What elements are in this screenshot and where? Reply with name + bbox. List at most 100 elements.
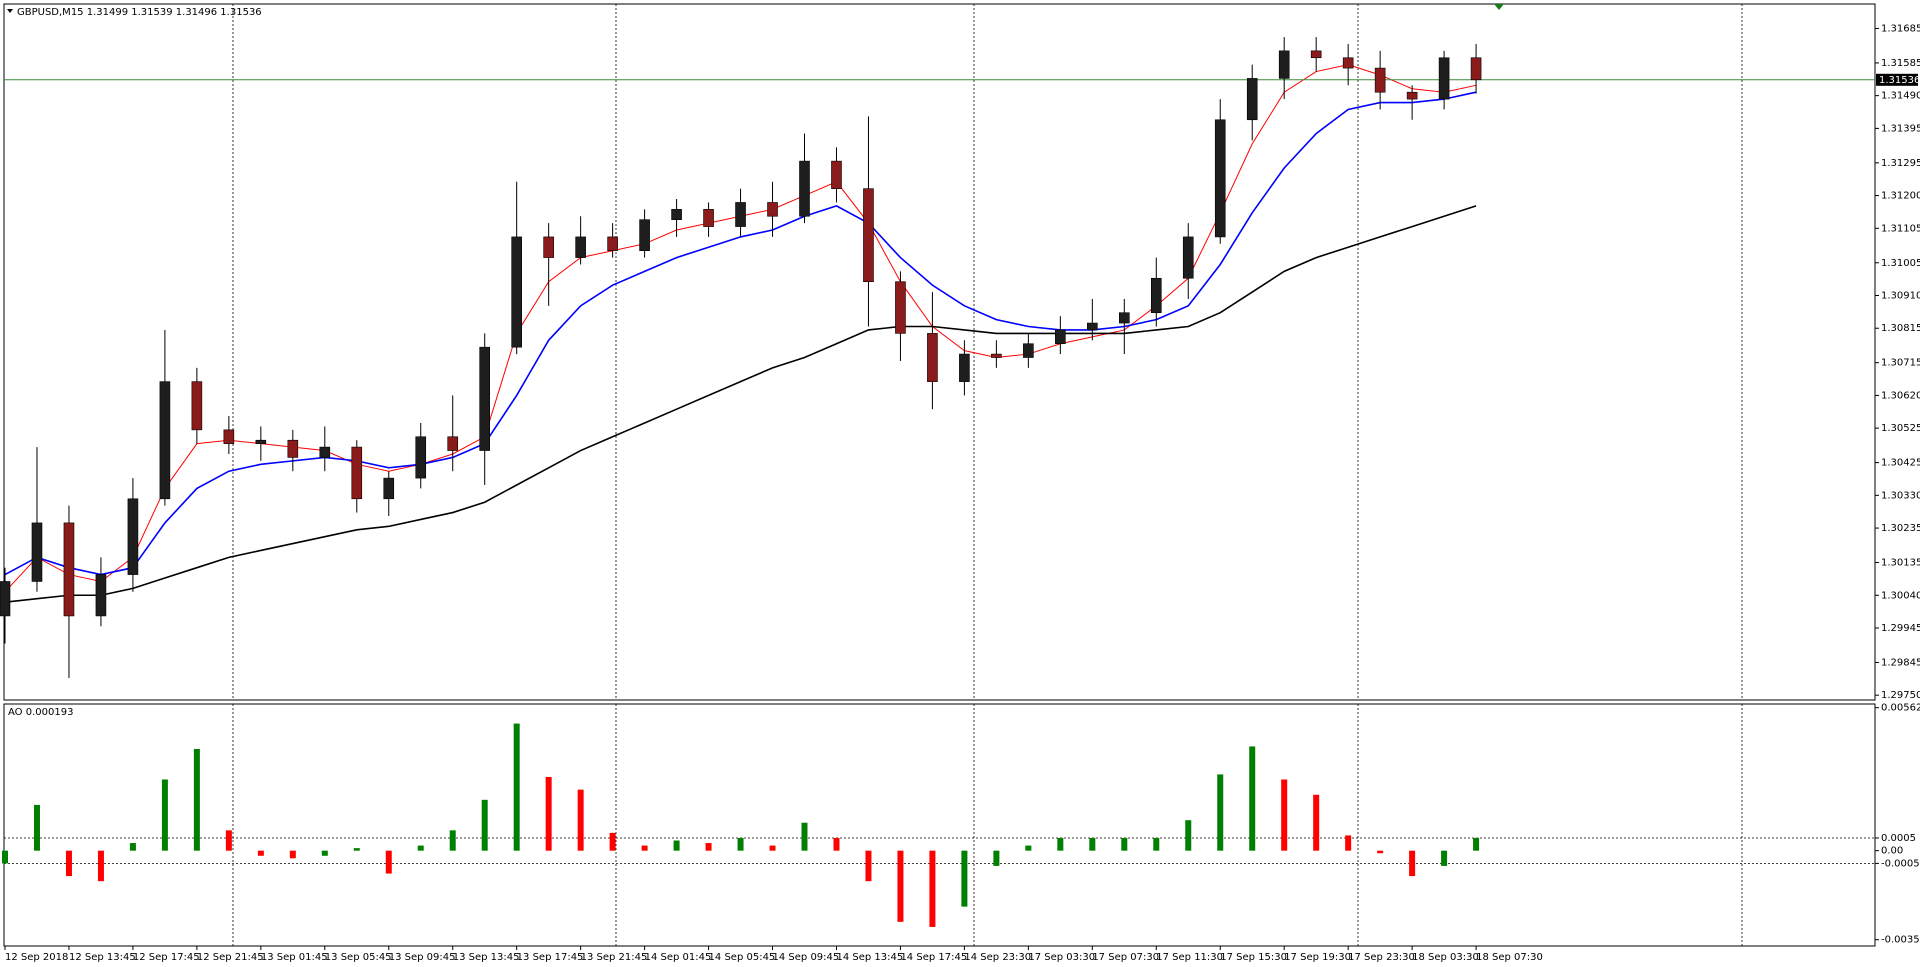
candle-body: [63, 522, 75, 617]
ao-bar: [801, 822, 808, 851]
candle-body: [415, 436, 427, 479]
y-tick-label: 1.30620: [1881, 390, 1920, 401]
x-tick-label: 17 Sep 03:30: [1028, 952, 1095, 963]
ao-bar: [257, 850, 264, 856]
x-tick-label: 13 Sep 13:45: [453, 952, 520, 963]
x-tick-label: 17 Sep 23:30: [1348, 952, 1415, 963]
ao-bar: [353, 848, 360, 851]
x-tick-label: 14 Sep 13:45: [836, 952, 903, 963]
ao-bar: [321, 850, 328, 856]
candle-body: [511, 236, 522, 348]
x-tick-label: 18 Sep 03:30: [1412, 952, 1479, 963]
ao-bar: [737, 837, 744, 851]
candle-body: [1342, 57, 1354, 69]
ao-title: AO 0.000193: [8, 707, 73, 718]
x-tick-label: 13 Sep 01:45: [261, 952, 328, 963]
candle-body: [1055, 329, 1066, 345]
candle-body: [127, 498, 139, 575]
y-tick-label: 1.30425: [1881, 458, 1920, 469]
x-tick-label: 17 Sep 11:30: [1156, 952, 1223, 963]
y-tick-label: 1.31200: [1881, 191, 1920, 202]
ao-bar: [993, 850, 1000, 866]
y-tick-label: 1.31105: [1881, 223, 1920, 234]
ao-bar: [33, 804, 40, 851]
current-price-box: [1876, 73, 1918, 86]
candle-body: [671, 209, 682, 220]
ao-bar: [97, 850, 104, 882]
candle-body: [1278, 50, 1290, 79]
y-tick-label: 1.30135: [1881, 558, 1920, 569]
candle-body: [959, 353, 970, 382]
y-tick-label: 1.31395: [1881, 123, 1920, 134]
ao-bar: [961, 850, 968, 907]
x-tick-label: 12 Sep 21:45: [197, 952, 264, 963]
ao-bar: [1185, 820, 1192, 851]
ao-bar: [1281, 779, 1288, 851]
ao-bar: [897, 850, 904, 922]
y-tick-label: 1.29945: [1881, 623, 1920, 634]
ao-bar: [705, 843, 712, 851]
y-tick-label: 1.31295: [1881, 158, 1920, 169]
y-tick-label: 1.30910: [1881, 290, 1920, 301]
x-tick-label: 14 Sep 09:45: [773, 952, 840, 963]
candle-body: [287, 439, 299, 458]
ao-bar: [1409, 850, 1416, 877]
candle-body: [191, 381, 203, 431]
y-tick-label: 1.30040: [1881, 590, 1920, 601]
x-tick-label: 17 Sep 19:30: [1284, 952, 1351, 963]
ao-bar: [1345, 835, 1352, 851]
ao-y-tick-label: 0.005625: [1881, 703, 1920, 714]
ao-bar: [769, 845, 776, 851]
candle-body: [991, 353, 1002, 358]
ao-bar: [833, 837, 840, 851]
ao-bar: [929, 850, 936, 927]
moving-average: [4, 91, 1477, 576]
candle-body: [703, 209, 714, 227]
ao-bar: [1121, 837, 1128, 851]
y-tick-label: 1.30715: [1881, 358, 1920, 369]
x-tick-label: 13 Sep 17:45: [517, 952, 584, 963]
candle-body: [1214, 119, 1226, 238]
y-tick-label: 1.31585: [1881, 58, 1920, 69]
candle-body: [895, 281, 906, 334]
ao-bar: [449, 830, 456, 851]
ao-bar: [1473, 837, 1480, 851]
ao-bar: [385, 850, 392, 874]
candle-body: [159, 381, 171, 500]
ao-bar: [481, 799, 488, 851]
ao-y-tick-label: -0.003503: [1881, 935, 1920, 946]
y-tick-label: 1.29845: [1881, 657, 1920, 668]
candle-body: [1023, 343, 1034, 358]
x-tick-label: 13 Sep 09:45: [389, 952, 456, 963]
y-tick-label: 1.31005: [1881, 258, 1920, 269]
ao-bar: [1057, 837, 1064, 851]
candle-body: [831, 160, 842, 189]
ao-bar: [193, 748, 200, 851]
ao-bar: [1153, 837, 1160, 851]
x-tick-label: 17 Sep 07:30: [1092, 952, 1159, 963]
ao-panel: [3, 703, 1876, 947]
candle-body: [31, 522, 43, 582]
ao-bar: [225, 830, 232, 851]
candle-body: [575, 236, 586, 258]
x-tick-label: 18 Sep 07:30: [1476, 952, 1543, 963]
x-tick-label: 12 Sep 13:45: [69, 952, 136, 963]
ao-bar: [609, 832, 616, 851]
candle-body: [1310, 50, 1322, 59]
candle-body: [1119, 312, 1130, 324]
candle-body: [223, 429, 235, 444]
ao-bar: [1089, 837, 1096, 851]
candle-body: [255, 439, 267, 444]
x-tick-label: 17 Sep 15:30: [1220, 952, 1287, 963]
moving-average: [4, 64, 1477, 593]
y-tick-label: 1.31490: [1881, 91, 1920, 102]
ao-bar: [1441, 850, 1448, 866]
ao-bar: [65, 850, 72, 877]
collapse-icon[interactable]: [7, 9, 13, 13]
x-tick-label: 13 Sep 21:45: [581, 952, 648, 963]
ao-bar: [417, 845, 424, 851]
candle-body: [543, 236, 554, 258]
ao-bar: [641, 845, 648, 851]
ao-bar: [1377, 850, 1384, 854]
